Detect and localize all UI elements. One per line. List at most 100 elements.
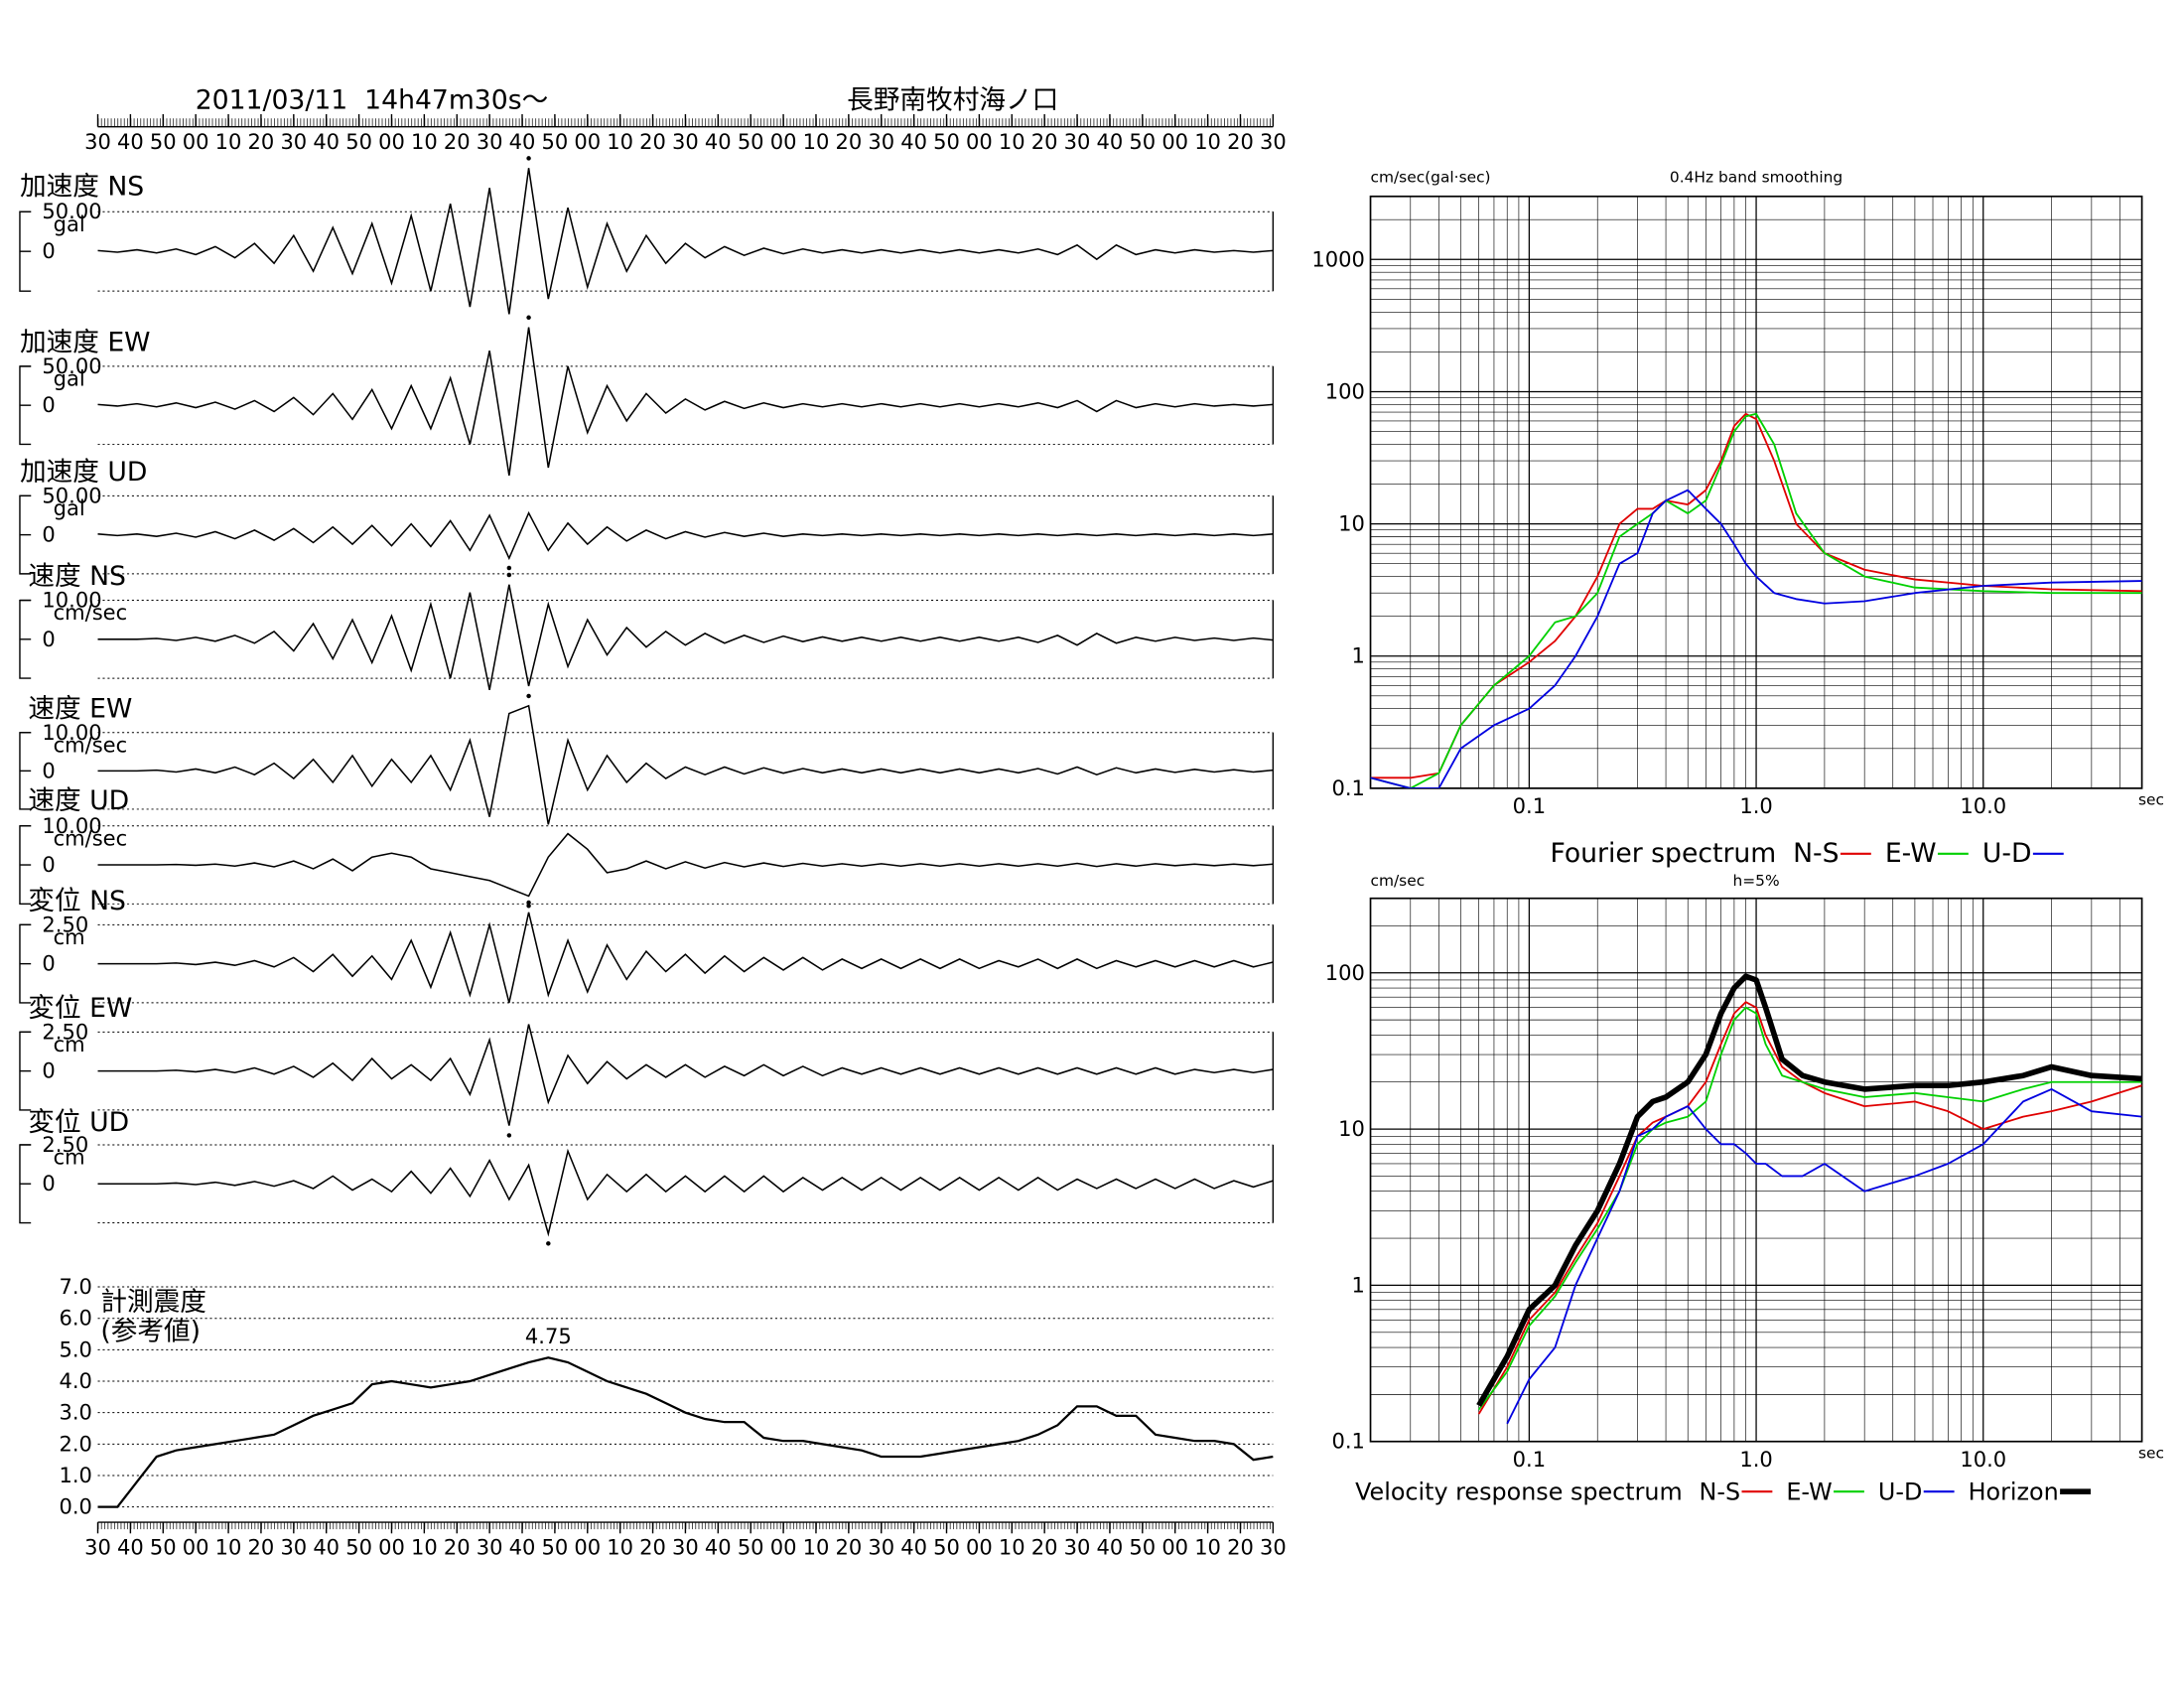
x-tick-label: 10 bbox=[803, 1534, 830, 1559]
y-tick-label: 0.1 bbox=[1331, 1429, 1364, 1454]
panel-label: 変位 UD bbox=[28, 1107, 129, 1138]
x-tick-label: 10.0 bbox=[1960, 1447, 2006, 1472]
plot-frame bbox=[1369, 897, 2143, 1443]
x-tick-label: 20 bbox=[1031, 1534, 1058, 1559]
x-tick-label: 50 bbox=[542, 129, 569, 154]
y-tick-label: 0 bbox=[42, 392, 55, 417]
y-tick-label: 10 bbox=[1338, 511, 1365, 536]
y-axis-label: cm/sec bbox=[1371, 872, 1426, 890]
x-tick-label: 40 bbox=[117, 1534, 144, 1559]
y-tick-label: 50.00 bbox=[42, 199, 101, 223]
y-tick-label: 0.0 bbox=[59, 1494, 91, 1519]
waveform bbox=[97, 912, 1274, 1004]
x-tick-label: 30 bbox=[1260, 129, 1287, 154]
y-tick-label: 10.00 bbox=[42, 720, 101, 745]
y-tick-label: 100 bbox=[1325, 378, 1365, 403]
y-tick-label: 0 bbox=[42, 758, 55, 782]
y-tick-label: 0 bbox=[42, 1058, 55, 1083]
y-tick-label: 100 bbox=[1325, 960, 1365, 985]
x-tick-label: 10 bbox=[1194, 1534, 1221, 1559]
x-tick-label: 30 bbox=[280, 129, 307, 154]
x-tick-label: 00 bbox=[1161, 129, 1188, 154]
x-axis-label: sec bbox=[2138, 791, 2164, 809]
x-tick-label: 30 bbox=[280, 1534, 307, 1559]
y-tick-label: 2.0 bbox=[59, 1431, 91, 1456]
plot-frame bbox=[1369, 195, 2143, 789]
x-tick-label: 10 bbox=[607, 129, 633, 154]
x-tick-label: 50 bbox=[738, 129, 764, 154]
x-tick-label: 20 bbox=[444, 129, 471, 154]
panel-label: 速度 NS bbox=[28, 561, 126, 592]
unit-label: cm/sec bbox=[54, 825, 128, 850]
x-tick-label: 1.0 bbox=[1739, 793, 1772, 818]
x-tick-label: 00 bbox=[770, 1534, 797, 1559]
x-tick-label: 10 bbox=[999, 129, 1025, 154]
x-tick-label: 20 bbox=[835, 129, 862, 154]
unit-label: cm bbox=[54, 1145, 85, 1170]
peak-marker bbox=[526, 156, 531, 161]
record-title: 2011/03/11 14h47m30s〜 bbox=[196, 84, 549, 115]
legend-title: Fourier spectrum bbox=[1550, 838, 1776, 869]
y-tick-label: 10.00 bbox=[42, 588, 101, 613]
x-tick-label: 30 bbox=[672, 129, 699, 154]
x-tick-label: 30 bbox=[477, 1534, 503, 1559]
x-tick-label: 50 bbox=[345, 129, 372, 154]
x-tick-label: 10 bbox=[215, 129, 242, 154]
series-line bbox=[1370, 412, 2142, 779]
peak-marker bbox=[526, 693, 531, 699]
x-tick-label: 20 bbox=[1031, 129, 1058, 154]
panel-label: 速度 UD bbox=[28, 785, 129, 816]
series-line bbox=[1370, 412, 2142, 788]
chart-title: h=5% bbox=[1732, 872, 1779, 890]
panel-label: 加速度 UD bbox=[20, 457, 147, 488]
x-tick-label: 40 bbox=[313, 129, 340, 154]
x-tick-label: 00 bbox=[183, 1534, 209, 1559]
unit-label: cm bbox=[54, 924, 85, 949]
peak-marker bbox=[526, 315, 531, 321]
y-tick-label: 0.1 bbox=[1331, 775, 1364, 800]
x-tick-label: 50 bbox=[1129, 129, 1156, 154]
y-tick-label: 50.00 bbox=[42, 483, 101, 507]
x-tick-label: 40 bbox=[117, 129, 144, 154]
y-tick-label: 0 bbox=[42, 951, 55, 976]
x-tick-label: 40 bbox=[900, 1534, 927, 1559]
y-tick-label: 6.0 bbox=[59, 1306, 91, 1331]
x-tick-label: 00 bbox=[966, 1534, 993, 1559]
legend-label: Horizon bbox=[1969, 1478, 2059, 1506]
x-tick-label: 50 bbox=[738, 1534, 764, 1559]
waveform bbox=[97, 704, 1274, 825]
x-tick-label: 20 bbox=[639, 1534, 666, 1559]
y-tick-label: 1 bbox=[1352, 1272, 1365, 1297]
x-tick-label: 40 bbox=[313, 1534, 340, 1559]
unit-label: gal bbox=[54, 366, 85, 391]
series-line bbox=[1477, 1001, 2142, 1415]
y-tick-label: 0 bbox=[42, 627, 55, 651]
x-tick-label: 10 bbox=[1194, 129, 1221, 154]
panel-label: 速度 EW bbox=[28, 693, 132, 724]
panel-label: 加速度 NS bbox=[20, 171, 144, 202]
x-tick-label: 50 bbox=[933, 129, 960, 154]
x-tick-label: 10 bbox=[803, 129, 830, 154]
x-tick-label: 20 bbox=[835, 1534, 862, 1559]
legend-label: U-D bbox=[1982, 838, 2032, 869]
chart-title: 0.4Hz band smoothing bbox=[1670, 169, 1843, 187]
x-tick-label: 30 bbox=[672, 1534, 699, 1559]
y-tick-label: 10.00 bbox=[42, 813, 101, 838]
x-tick-label: 50 bbox=[150, 129, 177, 154]
panel-label: 変位 EW bbox=[28, 993, 132, 1024]
x-tick-label: 30 bbox=[1064, 1534, 1091, 1559]
y-tick-label: 2.50 bbox=[42, 1132, 88, 1157]
x-tick-label: 10 bbox=[607, 1534, 633, 1559]
x-tick-label: 20 bbox=[639, 129, 666, 154]
y-axis-label: cm/sec(gal·sec) bbox=[1371, 169, 1491, 187]
y-tick-label: 2.50 bbox=[42, 1019, 88, 1044]
y-tick-label: 0 bbox=[42, 522, 55, 547]
x-tick-label: 50 bbox=[933, 1534, 960, 1559]
legend-label: E-W bbox=[1885, 838, 1937, 869]
x-tick-label: 00 bbox=[770, 129, 797, 154]
waveform bbox=[97, 584, 1274, 691]
x-tick-label: 30 bbox=[1064, 129, 1091, 154]
x-tick-label: 40 bbox=[705, 1534, 732, 1559]
